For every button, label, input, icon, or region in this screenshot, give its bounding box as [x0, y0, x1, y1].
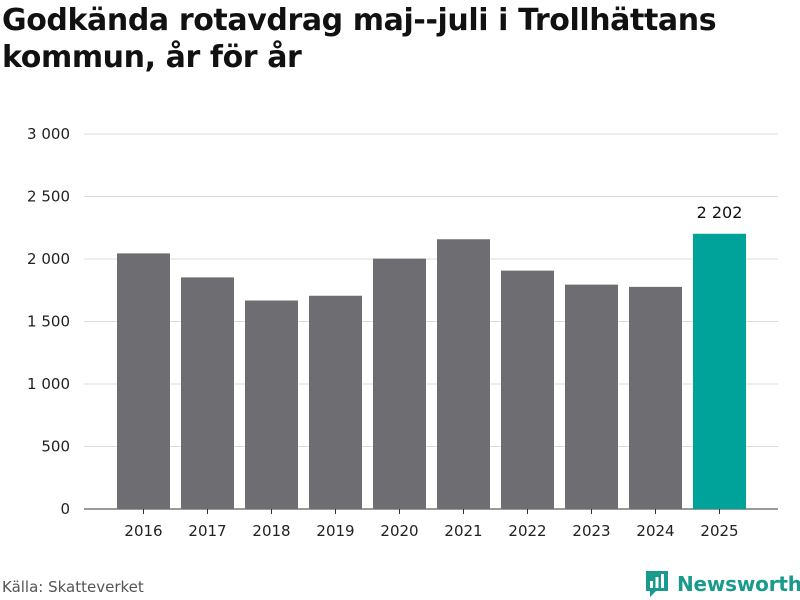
bar-2019	[309, 295, 362, 509]
bars	[117, 233, 746, 509]
x-tick-label: 2025	[700, 522, 738, 540]
y-tick-label: 1 500	[27, 313, 70, 331]
bar-2018	[245, 300, 298, 509]
brand-name: Newsworthy	[677, 572, 800, 596]
bar-2020	[373, 258, 426, 509]
x-tick-label: 2019	[316, 522, 354, 540]
bar-2025	[693, 233, 746, 509]
bar-2017	[181, 277, 234, 509]
x-tick-label: 2016	[124, 522, 162, 540]
y-tick-label: 1 000	[27, 375, 70, 393]
bar-2021	[437, 239, 490, 509]
x-axis-tick-labels: 2016 2017 2018 2019 2020 2021 2022 2023 2024 2025	[124, 509, 739, 540]
y-tick-label: 2 000	[27, 250, 70, 268]
bar-2024	[629, 286, 682, 509]
bar-2016	[117, 253, 170, 509]
x-tick-label: 2020	[380, 522, 418, 540]
x-tick-label: 2024	[636, 522, 674, 540]
brand-logo: Newsworthy	[644, 568, 800, 600]
source-note: Källa: Skatteverket	[2, 578, 144, 596]
y-tick-label: 2 500	[27, 188, 70, 206]
x-tick-label: 2023	[572, 522, 610, 540]
data-label: 2 202	[697, 203, 743, 222]
bar-2022	[501, 270, 554, 509]
chart-title: Godkända rotavdrag maj--juli i Trollhätt…	[2, 3, 717, 75]
x-tick-label: 2018	[252, 522, 290, 540]
y-tick-label: 0	[60, 500, 70, 518]
y-tick-label: 3 000	[27, 125, 70, 143]
y-axis-tick-labels: 0 500 1 000 1 500 2 000 2 500 3 000	[27, 125, 70, 518]
x-tick-label: 2021	[444, 522, 482, 540]
y-tick-label: 500	[41, 438, 70, 456]
x-tick-label: 2017	[188, 522, 226, 540]
bar-2023	[565, 284, 618, 509]
data-labels: 2 202	[697, 203, 743, 222]
newsworthy-logo-icon	[646, 571, 668, 597]
x-tick-label: 2022	[508, 522, 546, 540]
